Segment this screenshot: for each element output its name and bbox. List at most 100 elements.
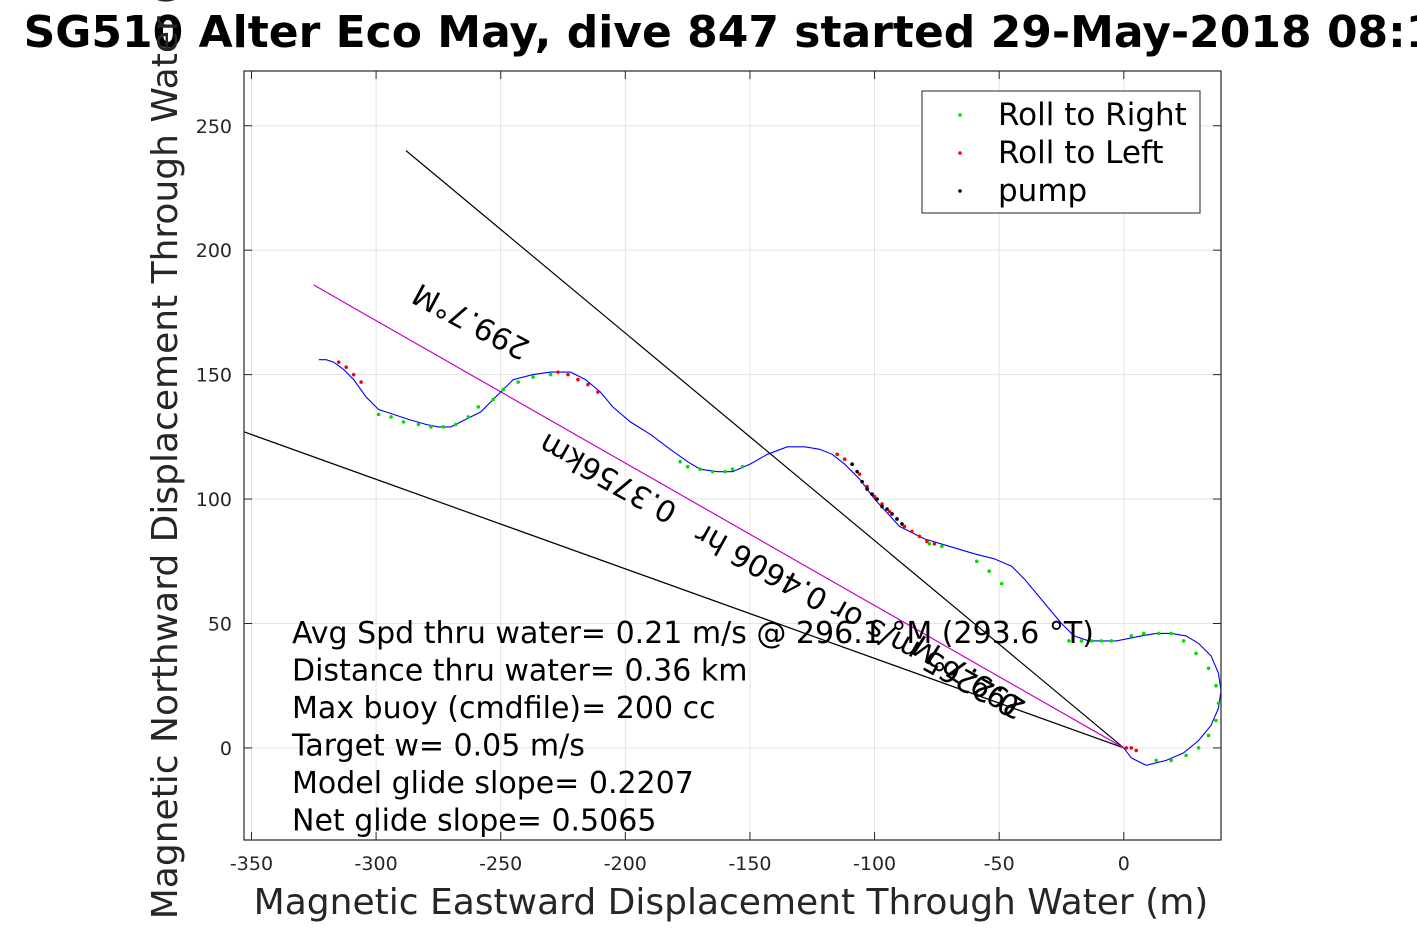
y-tick-label: 50 <box>208 613 232 635</box>
roll-left-point <box>917 534 922 539</box>
stat-line: Net glide slope= 0.5065 <box>292 804 656 839</box>
x-tick-label: -300 <box>355 853 398 875</box>
x-tick-label: -150 <box>728 853 771 875</box>
roll-left-point <box>857 472 862 476</box>
stat-line: Model glide slope= 0.2207 <box>292 766 694 801</box>
roll-left-point <box>910 529 914 534</box>
pump-point <box>895 517 899 521</box>
x-tick-label: -100 <box>853 853 896 875</box>
roll-right-point <box>429 425 433 429</box>
y-tick-label: 100 <box>196 489 232 511</box>
roll-right-point <box>441 425 446 429</box>
reference-line-1 <box>243 431 1125 749</box>
pump-point <box>865 487 869 491</box>
pump-point <box>850 462 854 467</box>
roll-left-point <box>925 539 929 544</box>
roll-left-point <box>566 372 570 377</box>
stat-line: Avg Spd thru water= 0.21 m/s @ 296.1 °M … <box>292 616 1094 651</box>
roll-right-point <box>927 542 932 546</box>
roll-right-point <box>1109 639 1114 643</box>
roll-left-point <box>344 365 348 369</box>
roll-right-point <box>1067 639 1071 643</box>
roll-right-point <box>685 464 690 469</box>
roll-left-point <box>835 452 839 457</box>
roll-right-point <box>987 569 992 574</box>
roll-right-point <box>1099 639 1104 643</box>
pump-point <box>870 492 874 496</box>
roll-right-point <box>1089 639 1094 643</box>
roll-right-point <box>531 375 535 379</box>
roll-right-point <box>1156 631 1161 636</box>
roll-right-point <box>454 422 458 427</box>
reference-line-0 <box>405 150 1125 749</box>
roll-right-point <box>548 372 553 377</box>
x-tick-label: -350 <box>230 853 273 875</box>
roll-right-point <box>1184 753 1188 758</box>
roll-right-point <box>1206 666 1211 671</box>
pump-point <box>860 479 864 484</box>
stats-block: Avg Spd thru water= 0.21 m/s @ 296.1 °M … <box>291 616 1094 839</box>
roll-left-point <box>842 457 847 462</box>
y-tick-label: 200 <box>196 240 232 262</box>
roll-left-point <box>865 484 869 489</box>
roll-right-point <box>1214 683 1218 688</box>
chart-title: SG510 Alter Eco May, dive 847 started 29… <box>24 7 1417 58</box>
roll-right-point <box>389 415 393 419</box>
pump-point <box>880 504 884 509</box>
pump-point <box>900 522 904 526</box>
legend-marker-pump <box>958 189 962 193</box>
roll-right-point <box>740 464 745 469</box>
roll-right-point <box>516 380 520 384</box>
roll-right-point <box>416 422 421 427</box>
roll-right-point <box>1169 758 1173 763</box>
roll-right-point <box>698 467 702 471</box>
roll-left-point <box>359 380 363 384</box>
roll-left-point <box>902 524 907 529</box>
legend: Roll to Right Roll to Left pump <box>921 90 1201 214</box>
roll-right-point <box>401 420 406 424</box>
roll-right-point <box>1181 639 1186 643</box>
axes-frame <box>243 70 1222 841</box>
ticks: -350 -300 -250 -200 -150 -100 -50 0 0 50 100 150 200… <box>196 71 1221 875</box>
pump-point <box>885 507 889 511</box>
roll-left-point <box>596 390 600 394</box>
pump-point <box>890 512 894 516</box>
legend-label-roll-right: Roll to Right <box>998 97 1187 133</box>
roll-right-point <box>730 467 735 471</box>
roll-left-point <box>887 509 892 514</box>
legend-label-roll-left: Roll to Left <box>998 135 1164 171</box>
roll-left-point <box>351 372 356 377</box>
roll-right-point <box>476 405 481 409</box>
y-tick-label: 0 <box>220 738 232 760</box>
roll-right-point <box>376 412 381 417</box>
roll-right-point <box>1079 639 1084 643</box>
roll-right-point <box>1154 758 1158 763</box>
marker-layer <box>336 360 1221 763</box>
roll-left-point <box>1134 748 1139 753</box>
stat-line: Max buoy (cmdfile)= 200 cc <box>292 691 716 726</box>
roll-left-point <box>336 360 341 364</box>
roll-right-point <box>1214 718 1218 723</box>
roll-right-point <box>491 397 496 402</box>
roll-right-point <box>1196 746 1201 750</box>
roll-left-point <box>586 382 590 387</box>
reference-lines <box>243 150 1125 749</box>
roll-left-point <box>556 370 560 374</box>
roll-left-point <box>872 494 877 499</box>
x-axis-label: Magnetic Eastward Displacement Through W… <box>254 882 1209 923</box>
x-tick-label: -250 <box>479 853 522 875</box>
stat-line: Distance thru water= 0.36 km <box>292 654 747 689</box>
legend-label-pump: pump <box>998 173 1087 209</box>
roll-right-point <box>723 469 727 474</box>
roll-left-point <box>1124 746 1129 750</box>
pump-point <box>855 469 859 474</box>
roll-right-point <box>1194 651 1198 656</box>
roll-right-point <box>1169 631 1173 636</box>
legend-marker-roll-right <box>958 113 962 117</box>
legend-box <box>921 90 1201 214</box>
y-tick-label: 150 <box>196 365 232 387</box>
roll-right-point <box>1141 631 1146 636</box>
x-tick-label: 0 <box>1118 853 1130 875</box>
roll-left-point <box>576 377 580 382</box>
